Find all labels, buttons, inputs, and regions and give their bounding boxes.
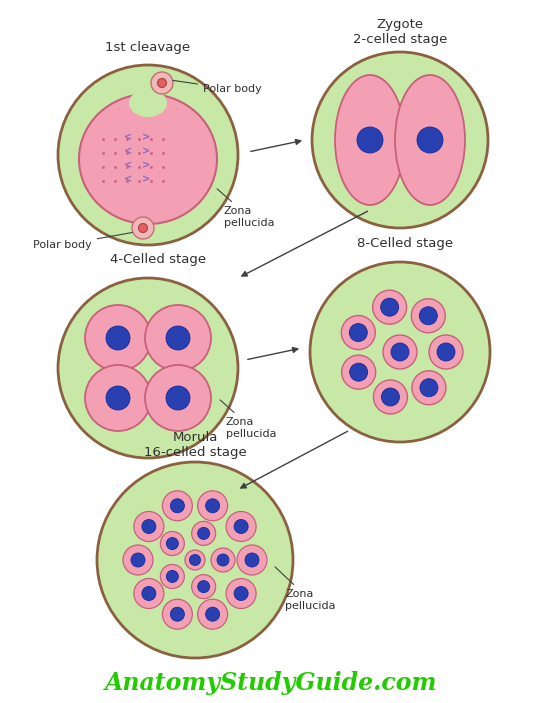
Ellipse shape [134, 512, 164, 541]
Ellipse shape [342, 355, 376, 389]
Circle shape [198, 581, 210, 593]
Circle shape [142, 520, 156, 534]
Text: Morula
16-celled stage: Morula 16-celled stage [144, 431, 247, 459]
Circle shape [234, 586, 248, 600]
Ellipse shape [123, 545, 153, 575]
Circle shape [437, 343, 455, 361]
Ellipse shape [383, 335, 417, 369]
Circle shape [151, 72, 173, 94]
Circle shape [381, 388, 400, 406]
Circle shape [157, 79, 167, 87]
Circle shape [171, 607, 185, 621]
Text: 8-Celled stage: 8-Celled stage [357, 238, 453, 250]
Ellipse shape [226, 512, 256, 541]
Ellipse shape [145, 305, 211, 371]
Circle shape [106, 386, 130, 410]
Circle shape [234, 520, 248, 534]
Ellipse shape [85, 365, 151, 431]
Ellipse shape [395, 75, 465, 205]
Circle shape [391, 343, 409, 361]
Circle shape [417, 127, 443, 153]
Text: <: < [124, 160, 132, 170]
Text: 1st cleavage: 1st cleavage [105, 41, 191, 55]
Circle shape [357, 127, 383, 153]
Ellipse shape [185, 550, 205, 570]
Ellipse shape [85, 305, 151, 371]
Ellipse shape [198, 599, 228, 629]
Circle shape [97, 462, 293, 658]
Text: AnatomyStudyGuide.com: AnatomyStudyGuide.com [105, 671, 437, 695]
Ellipse shape [192, 522, 216, 546]
Ellipse shape [342, 316, 375, 349]
Circle shape [132, 217, 154, 239]
Ellipse shape [237, 545, 267, 575]
Ellipse shape [198, 491, 228, 521]
Circle shape [171, 499, 185, 512]
Circle shape [166, 538, 178, 550]
Circle shape [310, 262, 490, 442]
Text: 4-Celled stage: 4-Celled stage [110, 254, 206, 266]
Circle shape [166, 326, 190, 350]
Ellipse shape [226, 579, 256, 609]
Text: >: > [142, 132, 150, 142]
Ellipse shape [412, 370, 446, 405]
Ellipse shape [160, 565, 184, 588]
Ellipse shape [134, 579, 164, 609]
Ellipse shape [162, 491, 192, 521]
Text: Polar body: Polar body [173, 80, 262, 94]
Ellipse shape [162, 599, 192, 629]
Ellipse shape [79, 94, 217, 224]
Ellipse shape [192, 574, 216, 599]
Text: >: > [142, 146, 150, 156]
Ellipse shape [145, 365, 211, 431]
Text: Zona
pellucida: Zona pellucida [275, 567, 336, 611]
Circle shape [58, 65, 238, 245]
Circle shape [350, 363, 368, 381]
Circle shape [245, 553, 259, 567]
Circle shape [106, 326, 130, 350]
Circle shape [217, 554, 229, 566]
Text: Zygote
2-celled stage: Zygote 2-celled stage [353, 18, 447, 46]
Circle shape [190, 555, 200, 565]
Ellipse shape [374, 380, 407, 414]
Text: <: < [124, 174, 132, 184]
Text: Polar body: Polar body [33, 233, 132, 250]
Circle shape [312, 52, 488, 228]
Circle shape [349, 323, 367, 342]
Text: Zona
pellucida: Zona pellucida [217, 189, 275, 228]
Text: <: < [124, 146, 132, 156]
Circle shape [166, 386, 190, 410]
Ellipse shape [372, 290, 407, 324]
Circle shape [206, 607, 219, 621]
Ellipse shape [335, 75, 405, 205]
Circle shape [142, 586, 156, 600]
Ellipse shape [411, 299, 445, 333]
Ellipse shape [429, 335, 463, 369]
Circle shape [166, 570, 178, 583]
Ellipse shape [211, 548, 235, 572]
Circle shape [381, 298, 399, 316]
Circle shape [198, 527, 210, 539]
Text: >: > [142, 174, 150, 184]
Text: <: < [124, 132, 132, 142]
Circle shape [138, 224, 148, 233]
Text: >: > [142, 160, 150, 170]
Text: Zona
pellucida: Zona pellucida [220, 400, 276, 439]
Circle shape [420, 379, 438, 396]
Ellipse shape [160, 531, 184, 555]
Circle shape [419, 307, 437, 325]
Circle shape [206, 499, 219, 512]
Circle shape [131, 553, 145, 567]
Circle shape [58, 278, 238, 458]
Ellipse shape [129, 89, 167, 117]
